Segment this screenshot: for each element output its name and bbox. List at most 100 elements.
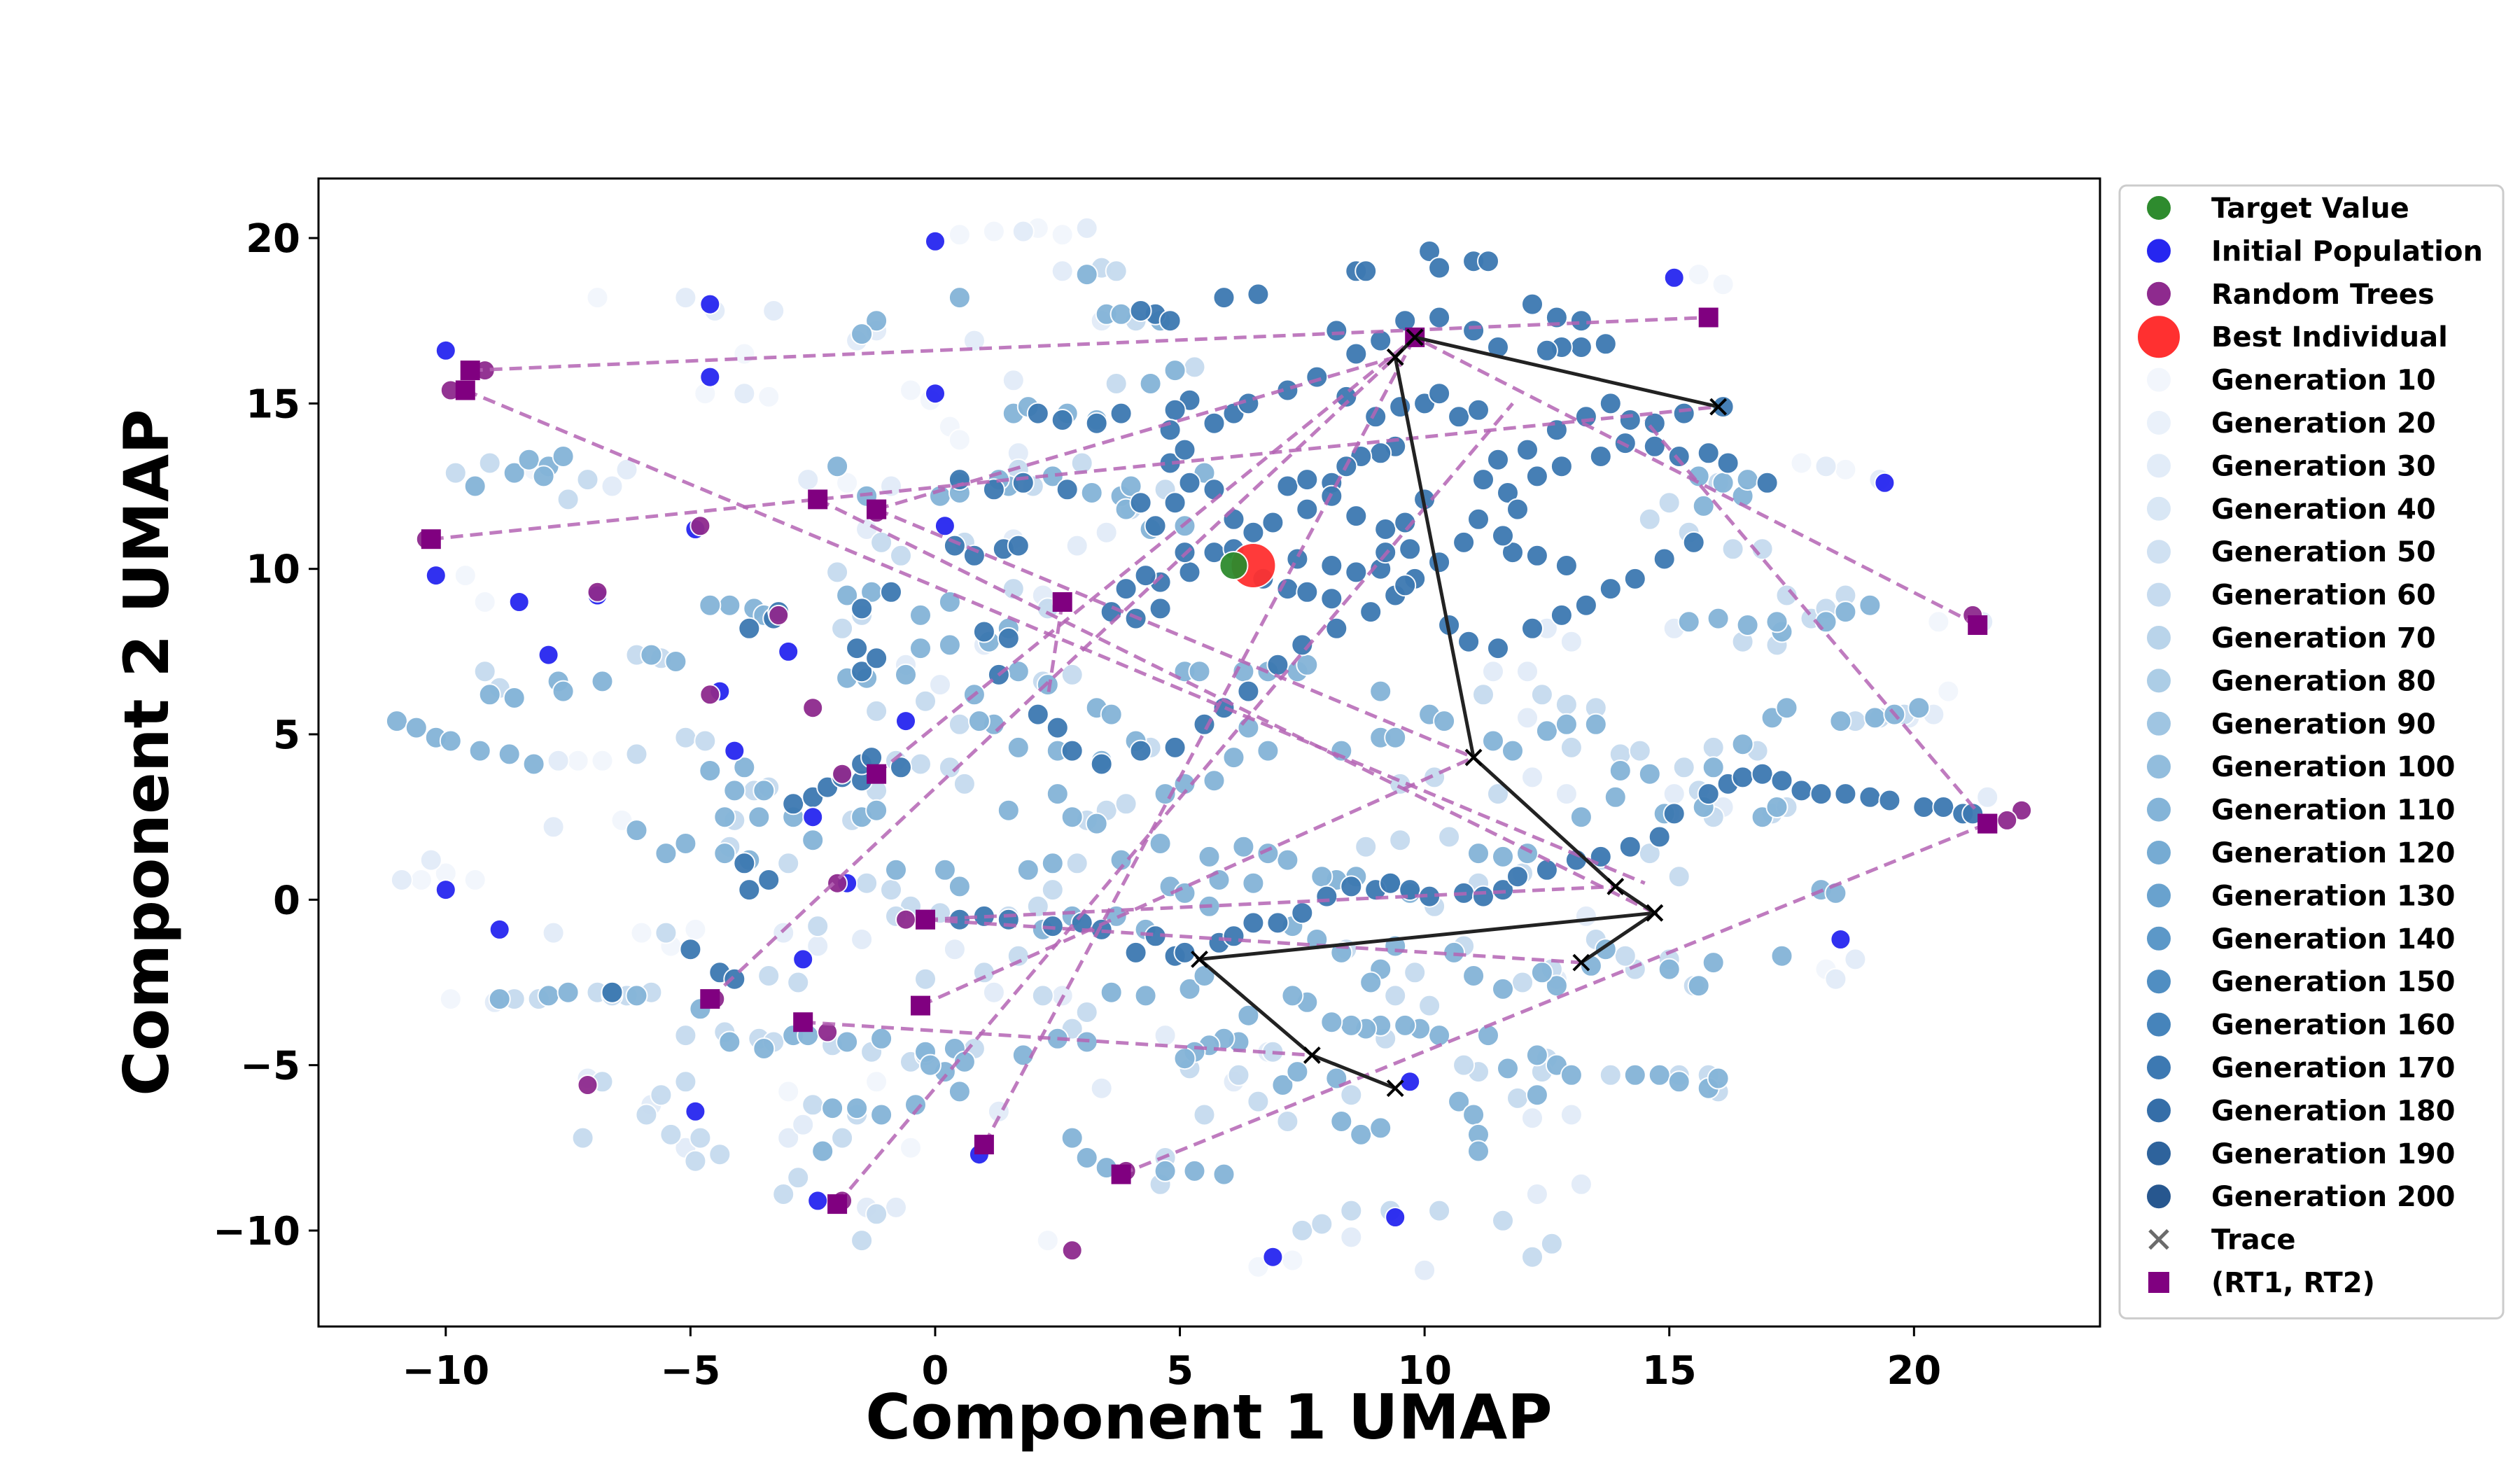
- legend-label: Generation 80: [2211, 665, 2436, 697]
- generation-60-point: [444, 461, 467, 484]
- initial-population-point: [1262, 1246, 1284, 1268]
- generation-30-point: [1002, 369, 1025, 392]
- generation-170-point: [738, 878, 761, 902]
- legend-label: Trace: [2211, 1224, 2295, 1256]
- generation-30-point: [1075, 216, 1098, 239]
- generation-170-point: [972, 620, 995, 643]
- legend-marker: [2146, 280, 2172, 307]
- generation-170-point: [1046, 716, 1069, 739]
- generation-170-point: [1878, 789, 1901, 812]
- generation-60-point: [708, 1143, 732, 1166]
- generation-170-point: [1448, 405, 1471, 428]
- generation-110-point: [1530, 961, 1553, 984]
- generation-170-point: [1535, 858, 1558, 881]
- legend-label: Target Value: [2211, 192, 2409, 225]
- generation-30-point: [1521, 766, 1544, 789]
- legend-entry: Generation 200: [2146, 1181, 2456, 1213]
- legend-entry: Generation 90: [2146, 708, 2436, 741]
- legend-entry: Generation 140: [2146, 923, 2456, 955]
- generation-110-point: [1046, 783, 1069, 806]
- generation-110-point: [1110, 302, 1133, 326]
- generation-60-point: [1002, 578, 1025, 601]
- generation-170-point: [1467, 398, 1490, 421]
- generation-60-point: [650, 1084, 673, 1107]
- rt-pair-line: [925, 918, 1582, 965]
- legend-label: Generation 190: [2211, 1138, 2456, 1170]
- generation-10-point: [1712, 273, 1735, 296]
- initial-population-point: [685, 1100, 706, 1122]
- generation-60-point: [571, 1126, 594, 1149]
- generation-110-point: [929, 484, 951, 507]
- y-tick-label: 10: [246, 547, 300, 593]
- generation-60-point: [1276, 1110, 1299, 1133]
- legend-entry: Generation 70: [2146, 622, 2436, 654]
- random-tree-point: [1996, 809, 2018, 831]
- generation-110-point: [1237, 716, 1260, 739]
- random-tree-point: [802, 697, 824, 719]
- generation-110-point: [821, 1097, 844, 1120]
- generation-170-point: [1212, 286, 1236, 309]
- generation-110-point: [1007, 660, 1030, 683]
- legend-marker: [2146, 1140, 2172, 1167]
- generation-170-point: [1492, 524, 1514, 547]
- plot-area: [385, 216, 2033, 1282]
- initial-population-point: [778, 640, 799, 662]
- legend-entry: Generation 60: [2146, 580, 2436, 612]
- generation-110-point: [1492, 845, 1514, 868]
- generation-60-point: [659, 1123, 682, 1146]
- generation-60-point: [880, 878, 902, 902]
- legend-label: Generation 140: [2211, 923, 2456, 955]
- generation-30-point: [1065, 534, 1088, 557]
- generation-110-point: [1525, 1044, 1548, 1067]
- generation-30-point: [1011, 220, 1035, 243]
- legend-entry: Target Value: [2146, 192, 2409, 225]
- generation-170-point: [1110, 402, 1133, 425]
- trace-marker: [1464, 748, 1483, 766]
- legend-marker: [2146, 1097, 2172, 1124]
- rt-pair-marker: [916, 909, 935, 930]
- generation-170-point: [1428, 382, 1451, 405]
- generation-170-point: [1129, 300, 1152, 322]
- legend-label: (RT1, RT2): [2211, 1267, 2375, 1299]
- generation-110-point: [909, 637, 932, 660]
- generation-60-point: [831, 1126, 854, 1149]
- generation-170-point: [880, 580, 902, 603]
- rt-pair-marker: [793, 1012, 813, 1032]
- generation-110-point: [826, 455, 849, 478]
- random-tree-point: [577, 1074, 598, 1096]
- generation-10-point: [473, 591, 496, 613]
- generation-60-point: [826, 561, 849, 584]
- legend-marker: [2146, 839, 2172, 866]
- generation-170-point: [1756, 471, 1779, 494]
- generation-170-point: [1291, 902, 1314, 925]
- y-tick-label: 0: [273, 878, 300, 923]
- generation-60-point: [576, 468, 599, 491]
- generation-170-point: [1163, 398, 1186, 421]
- generation-110-point: [1256, 739, 1280, 762]
- generation-10-point: [1051, 223, 1074, 246]
- generation-60-point: [674, 726, 697, 749]
- legend-entry: Generation 30: [2146, 450, 2436, 482]
- generation-170-point: [1178, 471, 1201, 494]
- x-tick-label: −10: [402, 1348, 489, 1394]
- generation-170-point: [1682, 531, 1705, 554]
- generation-170-point: [1007, 534, 1030, 557]
- rt-pair-marker: [827, 1194, 848, 1214]
- generation-170-point: [1158, 309, 1182, 332]
- generation-170-point: [1858, 785, 1882, 808]
- generation-110-point: [1814, 610, 1837, 634]
- generation-170-point: [1521, 293, 1544, 316]
- generation-110-point: [1765, 610, 1788, 634]
- generation-170-point: [1359, 601, 1382, 624]
- generation-170-point: [1623, 567, 1646, 590]
- rt-pair-line: [876, 355, 1396, 511]
- generation-110-point: [1075, 263, 1098, 286]
- generation-170-point: [1525, 544, 1548, 567]
- generation-60-point: [1702, 736, 1725, 759]
- legend-marker: [2146, 796, 2172, 823]
- random-tree-point: [832, 763, 853, 785]
- initial-population-point: [895, 710, 916, 732]
- generation-110-point: [865, 309, 888, 332]
- generation-170-point: [1315, 885, 1338, 908]
- generation-110-point: [1834, 601, 1857, 624]
